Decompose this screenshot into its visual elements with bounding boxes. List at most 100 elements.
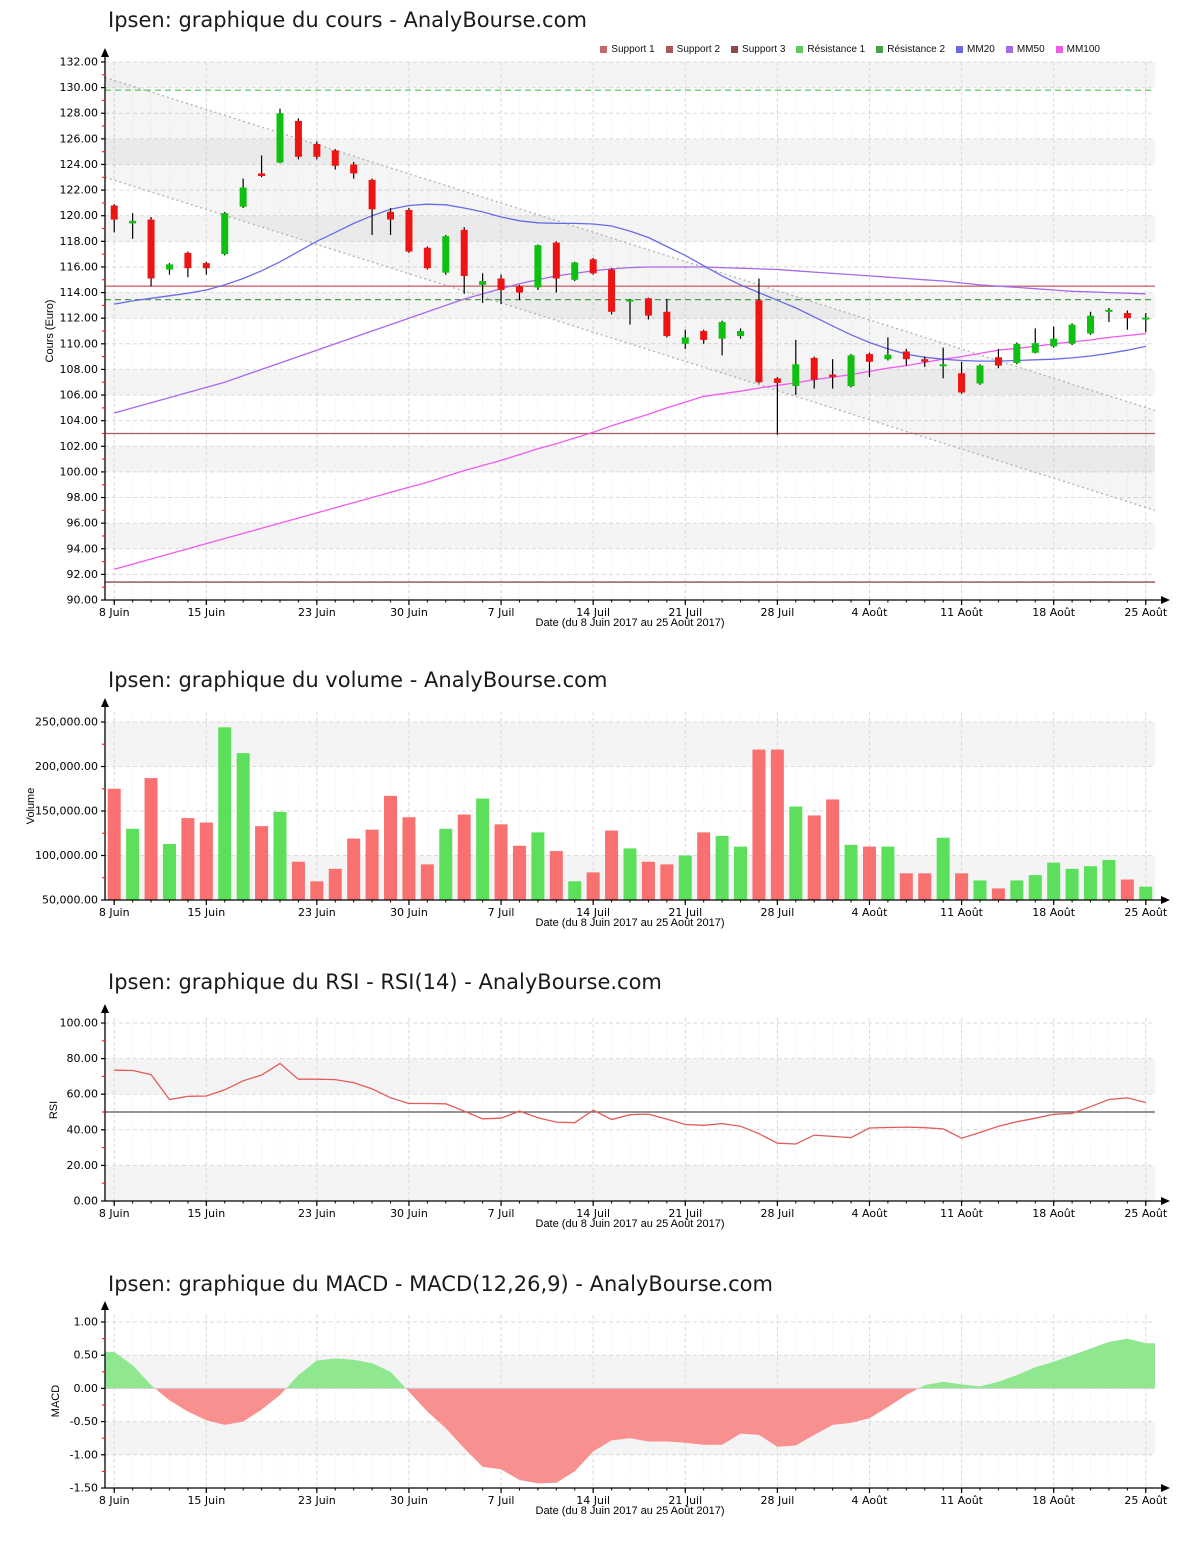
svg-text:14 Juil: 14 Juil [576, 606, 610, 619]
svg-text:18 Août: 18 Août [1032, 1207, 1076, 1220]
svg-text:8 Juin: 8 Juin [99, 1494, 130, 1507]
svg-text:25 Août: 25 Août [1124, 606, 1168, 619]
legend-item-support-1: Support 1 [600, 44, 655, 55]
svg-text:7 Juil: 7 Juil [488, 906, 515, 919]
svg-text:11 Août: 11 Août [940, 606, 984, 619]
svg-text:21 Juil: 21 Juil [668, 1494, 702, 1507]
svg-text:0.00: 0.00 [74, 1382, 99, 1395]
svg-text:40.00: 40.00 [67, 1123, 99, 1136]
legend-swatch [876, 46, 884, 53]
cours-chart: 132.00 130.00 128.00 126.00 124.00 122.00 120.… [60, 48, 1170, 619]
cours-x-axis-label: Date (du 8 Juin 2017 au 25 Août 2017) [535, 617, 725, 629]
svg-text:112.00: 112.00 [60, 312, 99, 325]
svg-text:96.00: 96.00 [67, 517, 99, 530]
svg-text:18 Août: 18 Août [1032, 906, 1076, 919]
svg-text:30 Juin: 30 Juin [390, 606, 428, 619]
svg-text:128.00: 128.00 [60, 107, 99, 120]
svg-text:90.00: 90.00 [67, 594, 99, 607]
svg-text:28 Juil: 28 Juil [760, 606, 794, 619]
svg-text:126.00: 126.00 [60, 132, 99, 145]
svg-text:120.00: 120.00 [60, 209, 99, 222]
macd-area-positive [105, 1338, 1155, 1389]
svg-text:7 Juil: 7 Juil [488, 1494, 515, 1507]
cours-legend: Support 1 Support 2 Support 3 Résistance 1 R… [600, 44, 1100, 55]
svg-text:50,000.00: 50,000.00 [42, 894, 98, 907]
svg-text:18 Août: 18 Août [1032, 606, 1076, 619]
legend-item-mm100: MM100 [1055, 44, 1100, 55]
rsi-chart: 100.00 80.00 60.00 40.00 20.00 0.008 Juin 15 J… [60, 1004, 1170, 1220]
svg-text:108.00: 108.00 [60, 363, 99, 376]
svg-text:100.00: 100.00 [60, 1017, 99, 1030]
candles [110, 108, 1150, 435]
svg-text:0.50: 0.50 [74, 1349, 99, 1362]
legend-item-mm20: MM20 [956, 44, 995, 55]
legend-label: Résistance 2 [887, 44, 946, 55]
legend-item-mm50: MM50 [1005, 44, 1045, 55]
legend-label: MM50 [1016, 44, 1045, 55]
svg-text:14 Juil: 14 Juil [576, 1494, 610, 1507]
svg-text:80.00: 80.00 [67, 1052, 99, 1065]
svg-text:23 Juin: 23 Juin [298, 1207, 336, 1220]
svg-text:8 Juin: 8 Juin [99, 606, 130, 619]
svg-text:30 Juin: 30 Juin [390, 1207, 428, 1220]
legend-swatch [600, 46, 608, 53]
legend-swatch [796, 46, 804, 53]
legend-swatch [665, 46, 673, 53]
svg-text:4 Août: 4 Août [852, 906, 889, 919]
macd-x-axis-label: Date (du 8 Juin 2017 au 25 Août 2017) [535, 1505, 725, 1517]
volume-x-axis-label: Date (du 8 Juin 2017 au 25 Août 2017) [535, 917, 725, 929]
svg-text:4 Août: 4 Août [852, 1494, 889, 1507]
svg-text:7 Juil: 7 Juil [488, 1207, 515, 1220]
svg-text:21 Juil: 21 Juil [668, 1207, 702, 1220]
svg-text:150,000.00: 150,000.00 [35, 805, 98, 818]
legend-swatch [956, 46, 964, 53]
macd-area-negative [105, 1388, 1155, 1484]
svg-text:23 Juin: 23 Juin [298, 1494, 336, 1507]
legend-label: MM100 [1066, 44, 1100, 55]
legend-item-support-3: Support 3 [731, 44, 785, 55]
svg-text:21 Juil: 21 Juil [668, 606, 702, 619]
rsi-y-axis-label: RSI [48, 1100, 60, 1120]
svg-text:-1.00: -1.00 [70, 1448, 98, 1461]
svg-text:118.00: 118.00 [60, 235, 99, 248]
volume-bars [107, 727, 1153, 900]
svg-text:28 Juil: 28 Juil [760, 1494, 794, 1507]
svg-text:23 Juin: 23 Juin [298, 906, 336, 919]
svg-text:11 Août: 11 Août [940, 1207, 984, 1220]
svg-text:11 Août: 11 Août [940, 1494, 984, 1507]
cours-y-axis-label: Cours (Euro) [44, 299, 56, 363]
svg-text:124.00: 124.00 [60, 158, 99, 171]
svg-text:30 Juin: 30 Juin [390, 906, 428, 919]
svg-text:100.00: 100.00 [60, 465, 99, 478]
volume-y-axis-label: Volume [25, 787, 37, 825]
macd-y-axis-label: MACD [50, 1384, 62, 1418]
svg-text:30 Juin: 30 Juin [390, 1494, 428, 1507]
svg-text:14 Juil: 14 Juil [576, 906, 610, 919]
volume-chart-title: Ipsen: graphique du volume - AnalyBourse… [108, 668, 608, 692]
svg-text:-0.50: -0.50 [70, 1415, 98, 1428]
svg-text:4 Août: 4 Août [852, 1207, 889, 1220]
svg-text:-1.50: -1.50 [70, 1482, 98, 1495]
svg-text:25 Août: 25 Août [1124, 1494, 1168, 1507]
cours-chart-title: Ipsen: graphique du cours - AnalyBourse.… [108, 8, 587, 32]
svg-text:25 Août: 25 Août [1124, 1207, 1168, 1220]
svg-text:1.00: 1.00 [74, 1316, 99, 1329]
svg-text:98.00: 98.00 [67, 491, 99, 504]
legend-swatch [731, 46, 739, 53]
svg-text:15 Juin: 15 Juin [187, 1494, 225, 1507]
svg-text:200,000.00: 200,000.00 [35, 760, 98, 773]
svg-text:132.00: 132.00 [60, 56, 99, 69]
mm100-line [114, 332, 1146, 570]
svg-text:106.00: 106.00 [60, 389, 99, 402]
rsi-chart-title: Ipsen: graphique du RSI - RSI(14) - Anal… [108, 970, 662, 994]
svg-text:102.00: 102.00 [60, 440, 99, 453]
legend-label: Support 1 [611, 44, 655, 55]
legend-label: Support 3 [742, 44, 786, 55]
trend-channel [105, 77, 1155, 511]
svg-text:21 Juil: 21 Juil [668, 906, 702, 919]
svg-text:60.00: 60.00 [67, 1088, 99, 1101]
svg-text:7 Juil: 7 Juil [488, 606, 515, 619]
mm20-line [114, 203, 1146, 362]
